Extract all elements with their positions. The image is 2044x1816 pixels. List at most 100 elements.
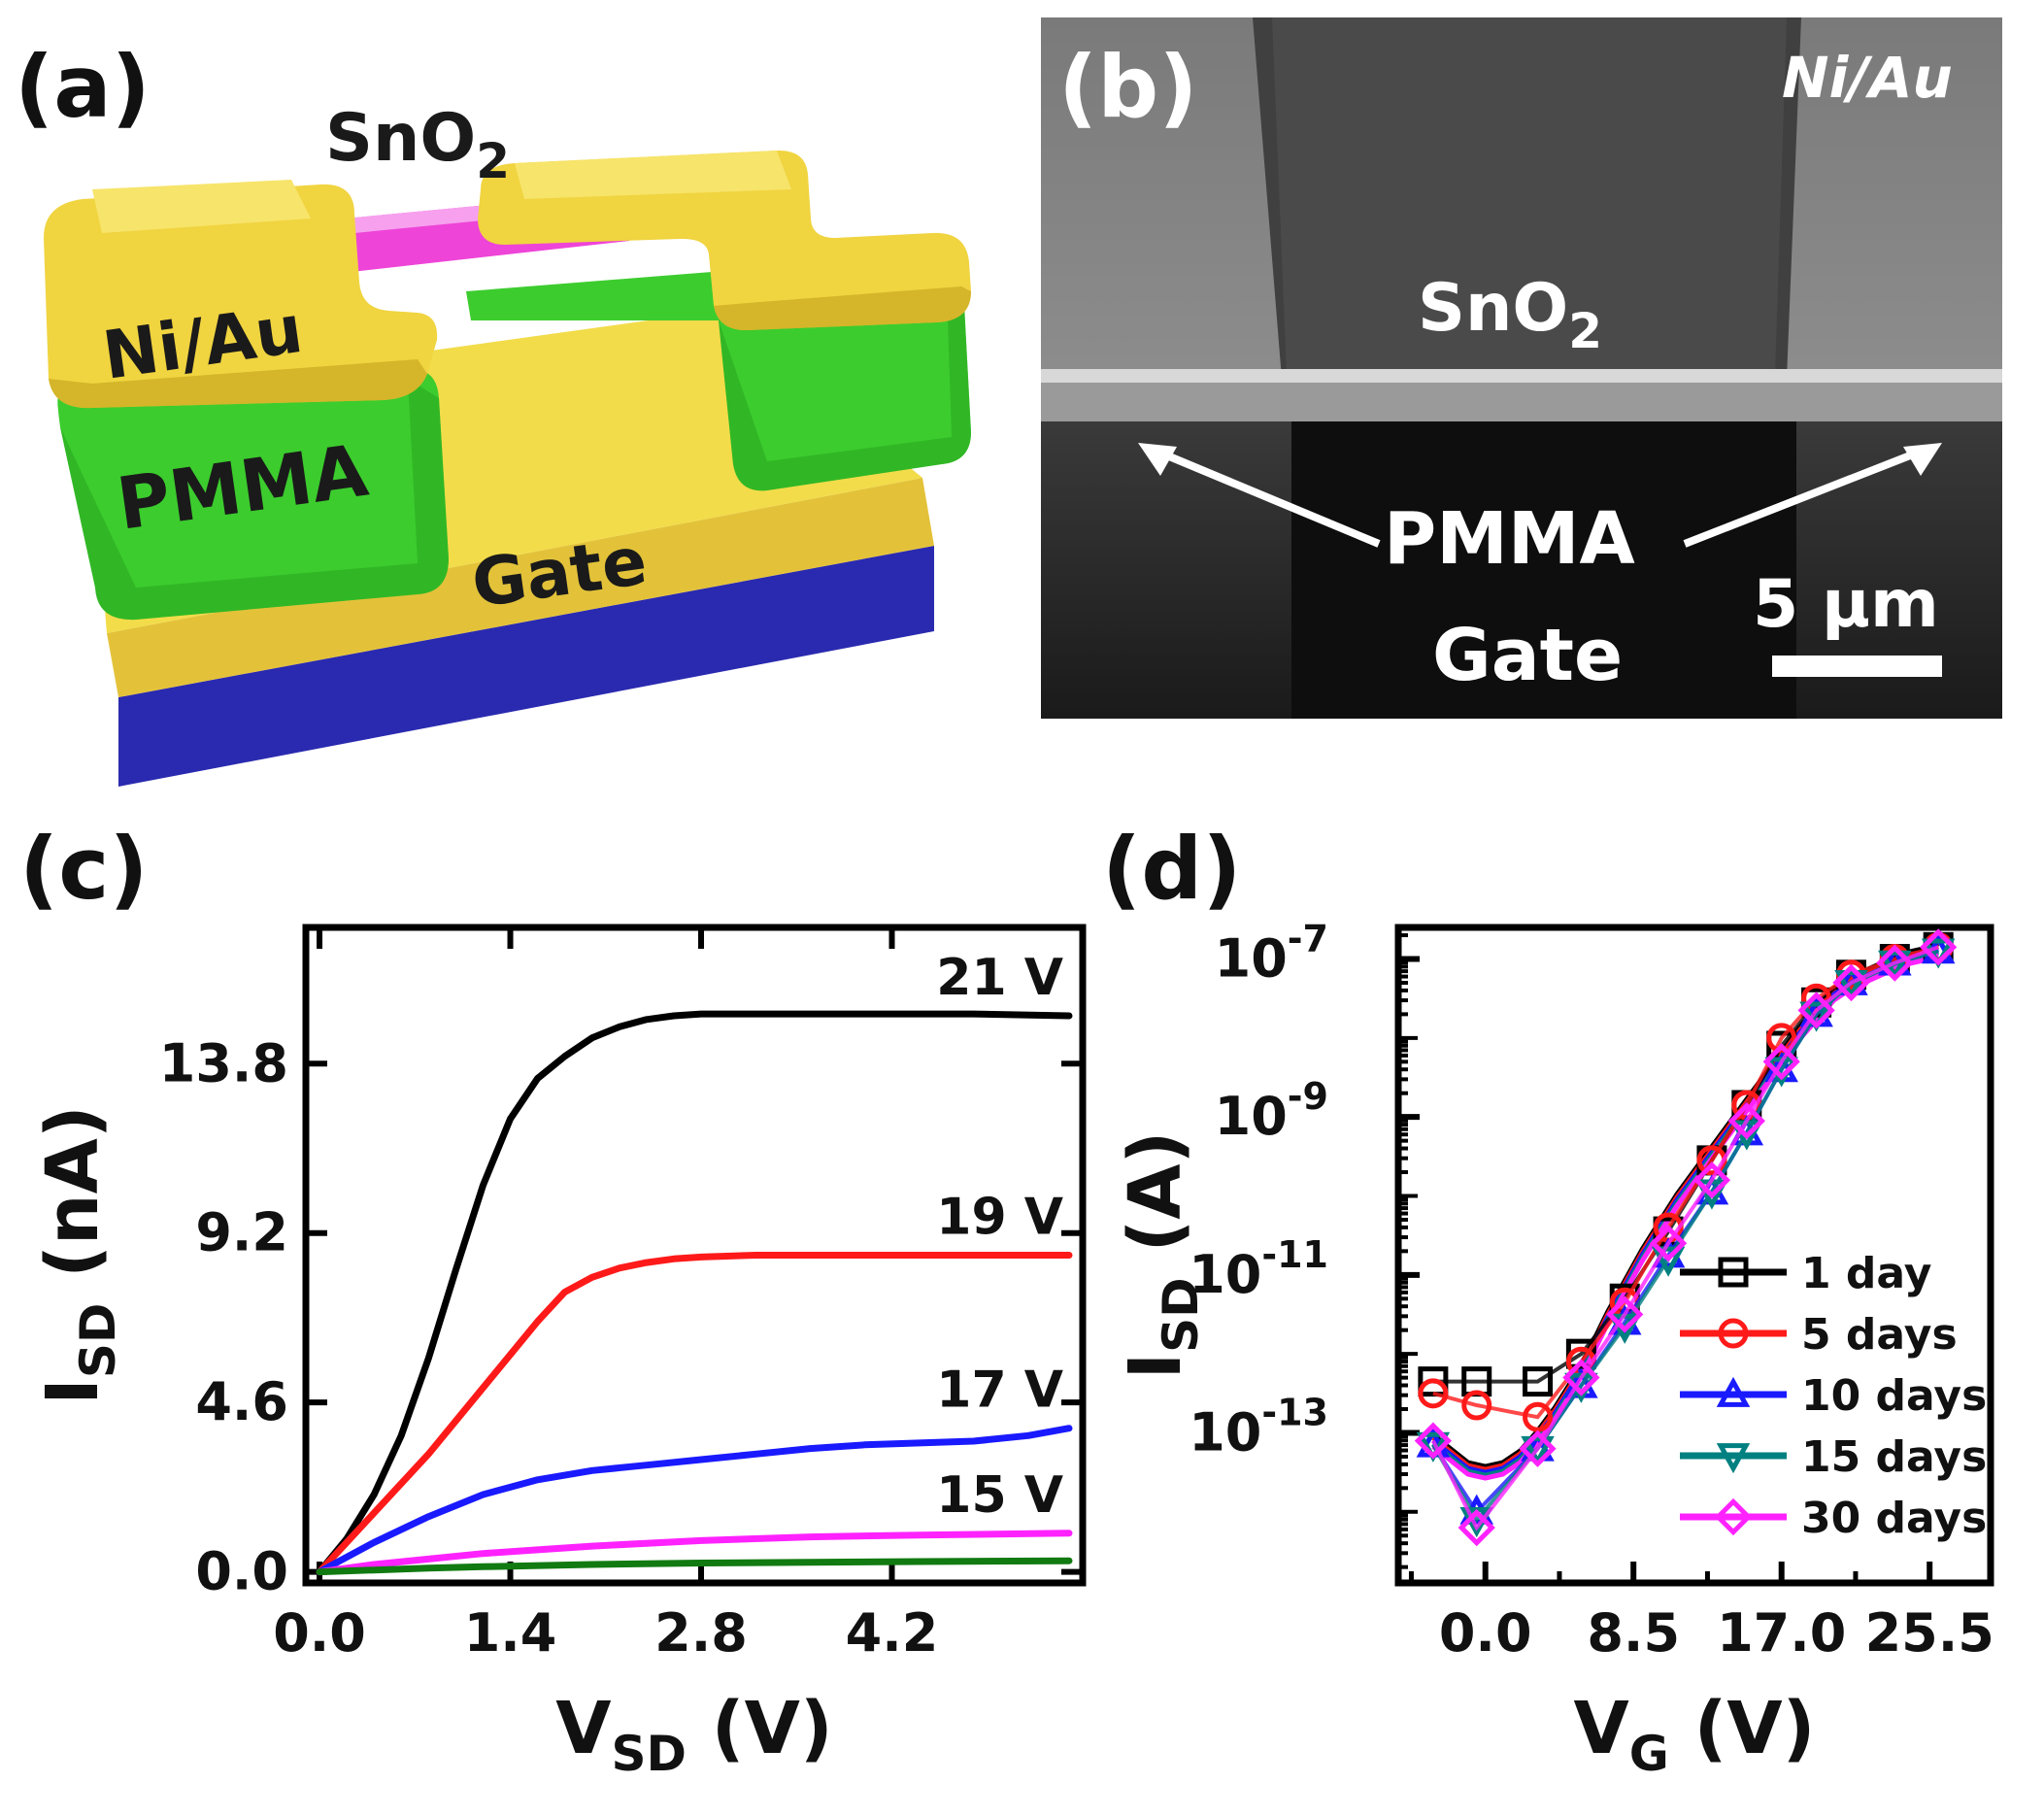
y-tick-label: 9.2 <box>195 1202 288 1263</box>
substrate-front <box>118 546 934 787</box>
panel-a-label: (a) <box>15 37 151 137</box>
y-axis-title: ISD (A) <box>1114 1131 1209 1380</box>
sem-label-sno2: SnO2 <box>1418 270 1602 359</box>
y-axis-title-main: I <box>1114 1353 1197 1380</box>
series-line <box>316 1252 1073 1576</box>
legend-label: 1 day <box>1801 1249 1931 1298</box>
scalebar <box>1772 656 1942 677</box>
x-axis-title-unit: (V) <box>1669 1687 1816 1770</box>
y-tick-label: 4.6 <box>195 1371 288 1432</box>
legend-label: 15 days <box>1801 1432 1987 1482</box>
gate-front <box>107 478 934 697</box>
contact-left <box>44 184 438 409</box>
x-axis-title-sub: SD <box>612 1726 687 1782</box>
y-tick-mantissa: 10 <box>1189 1401 1261 1463</box>
y-axis-title-unit: (nA) <box>31 1105 115 1302</box>
x-tick-label: 4.2 <box>846 1602 939 1664</box>
curve-label: 19 V <box>936 1189 1063 1247</box>
arrow-right <box>1683 445 1929 548</box>
data-point-diamond <box>1920 928 1958 966</box>
data-point-circle <box>1461 1390 1492 1421</box>
series-line <box>316 1425 1073 1576</box>
data-point-triangle-down <box>1921 938 1956 969</box>
sem-label-gate: Gate <box>1432 614 1623 697</box>
data-point-triangle-down <box>1416 1431 1451 1463</box>
x-tick-label: 0.0 <box>273 1602 366 1664</box>
panel-d-label: (d) <box>1102 819 1241 919</box>
y-tick-label: 10-7 <box>1215 918 1328 990</box>
y-axis-title-sub: SD <box>70 1303 126 1379</box>
x-axis-title: VG (V) <box>1573 1687 1815 1782</box>
series-line <box>1431 945 1939 1531</box>
panel-a: (a) SnO2 Ni/Au <box>15 37 971 787</box>
x-tick-label: 2.8 <box>654 1602 748 1664</box>
x-axis-title-unit: (V) <box>687 1687 833 1770</box>
series-line <box>316 1010 1073 1576</box>
y-tick-exponent: -9 <box>1288 1075 1328 1118</box>
data-point-square <box>1523 1366 1554 1397</box>
y-tick-mantissa: 10 <box>1215 928 1288 990</box>
data-point-triangle-down <box>1799 1001 1833 1032</box>
y-tick-exponent: -11 <box>1261 1233 1328 1276</box>
plot-frame <box>1394 924 1994 1587</box>
y-axis-title: ISD (nA) <box>31 1105 126 1404</box>
y-axis-title-unit: (A) <box>1114 1131 1197 1278</box>
sem-label-niau: Ni/Au <box>1782 45 1953 111</box>
data-point-diamond <box>1832 963 1870 1002</box>
data-point-diamond <box>1762 1043 1800 1081</box>
data-point-diamond <box>1649 1225 1688 1262</box>
x-tick-label: 8.5 <box>1587 1602 1680 1664</box>
legend-label: 10 days <box>1801 1371 1987 1421</box>
data-point-diamond <box>1876 944 1914 982</box>
data-point-diamond <box>1692 1161 1731 1199</box>
series-line <box>316 1530 1073 1576</box>
curve-label: 15 V <box>936 1466 1063 1525</box>
data-point-diamond <box>1606 1295 1644 1333</box>
x-axis-title-sub: G <box>1629 1726 1669 1782</box>
x-tick-label: 17.0 <box>1717 1602 1846 1664</box>
data-point-triangle-down <box>1834 970 1868 1001</box>
legend-label: 30 days <box>1801 1494 1987 1543</box>
y-tick-exponent: -7 <box>1288 918 1328 960</box>
data-point-diamond <box>1714 1497 1753 1536</box>
curve-label: 17 V <box>936 1362 1063 1420</box>
data-point-square <box>1718 1257 1749 1288</box>
y-tick-mantissa: 10 <box>1189 1244 1261 1305</box>
panel-b: (b) Ni/Au SnO2 PMMA Gate 5 µm <box>1041 17 2002 719</box>
pmma-left <box>57 368 449 621</box>
arrow-left <box>1149 445 1381 548</box>
plot-frame <box>302 924 1087 1587</box>
data-point-diamond <box>1414 1422 1453 1460</box>
data-point-triangle-down <box>1651 1246 1686 1277</box>
y-tick-label: 0.0 <box>195 1541 288 1602</box>
x-axis-title-main: V <box>1573 1687 1628 1770</box>
panel-c-label: (c) <box>19 819 149 919</box>
data-point-triangle-down <box>1716 1443 1751 1474</box>
y-tick-label: 13.8 <box>159 1032 288 1093</box>
sem-label-pmma: PMMA <box>1384 497 1635 581</box>
x-tick-label: 0.0 <box>1439 1602 1532 1664</box>
y-tick-label: 10-13 <box>1189 1391 1328 1463</box>
legend-label: 5 days <box>1801 1310 1958 1360</box>
y-tick-label: 10-9 <box>1215 1075 1328 1147</box>
data-point-diamond <box>1562 1359 1600 1396</box>
y-axis-title-main: I <box>31 1378 115 1405</box>
curve-label: 21 V <box>936 949 1063 1007</box>
data-point-diamond <box>1727 1102 1765 1140</box>
data-point-circle <box>1418 1378 1449 1409</box>
data-point-circle <box>1766 1023 1797 1054</box>
data-point-diamond <box>1458 1508 1495 1547</box>
chart-c: 0.0 1.4 2.8 4.2 0.0 4.6 9.2 13.8 21 V 19 V 17 V 15 … <box>31 924 1087 1782</box>
label-sno2: SnO2 <box>325 100 510 189</box>
data-point-circle <box>1523 1401 1554 1432</box>
panel-b-label: (b) <box>1058 37 1197 137</box>
y-axis-title-sub: SD <box>1153 1277 1209 1353</box>
x-axis-title: VSD (V) <box>555 1687 832 1782</box>
scalebar-label: 5 µm <box>1753 566 1939 643</box>
panel-c: (c) 0.0 1.4 2.8 4.2 0.0 4.6 9.2 13.8 21 V 19 V 17 … <box>19 819 1087 1782</box>
data-point-diamond <box>1519 1429 1557 1467</box>
